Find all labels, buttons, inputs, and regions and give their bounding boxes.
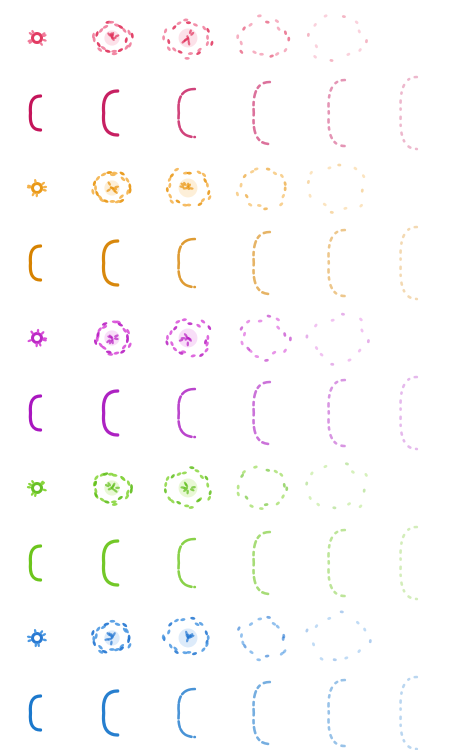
burst-sprite-purple-2 [93, 320, 132, 356]
burst-sprite-orange-5 [306, 163, 366, 214]
c-sprite-purple-5 [327, 378, 347, 448]
c-sprite-green-3 [177, 537, 197, 589]
c-sprite-blue-3 [177, 687, 197, 739]
c-sprite-green-4 [252, 530, 272, 596]
c-sprite-green-1 [28, 544, 43, 582]
c-sprite-red-1 [28, 94, 43, 132]
c-sprite-green-5 [327, 528, 347, 598]
c-sprite-orange-3 [177, 237, 197, 289]
c-sprite-red-5 [327, 78, 347, 148]
c-sprite-red-3 [177, 87, 197, 139]
burst-sprite-green-5 [305, 462, 368, 510]
burst-sprite-orange-4 [235, 167, 287, 211]
burst-sprite-blue-2 [91, 619, 132, 654]
c-sprite-purple-2 [101, 389, 120, 437]
c-sprite-red-4 [252, 80, 272, 146]
c-sprite-blue-4 [252, 680, 272, 746]
burst-sprite-blue-1 [26, 629, 47, 648]
burst-sprite-green-4 [236, 465, 289, 510]
c-sprite-green-6 [399, 525, 419, 601]
burst-sprite-green-2 [92, 472, 133, 506]
c-sprite-red-2 [101, 89, 120, 137]
c-sprite-purple-6 [399, 375, 419, 451]
c-sprite-purple-4 [252, 380, 272, 446]
burst-sprite-purple-1 [27, 328, 48, 348]
burst-sprite-blue-5 [305, 610, 372, 662]
c-sprite-blue-1 [28, 694, 43, 732]
burst-sprite-purple-3 [165, 318, 212, 358]
burst-sprite-red-3 [162, 18, 214, 60]
burst-sprite-purple-4 [239, 314, 292, 362]
c-sprite-orange-4 [252, 230, 272, 296]
burst-sprite-blue-3 [161, 616, 210, 656]
burst-sprite-red-4 [236, 14, 291, 58]
burst-sprite-red-5 [306, 14, 368, 62]
c-sprite-purple-3 [177, 387, 197, 439]
c-sprite-green-2 [101, 539, 120, 587]
c-sprite-red-6 [399, 75, 419, 151]
burst-sprite-orange-1 [26, 178, 48, 198]
c-sprite-blue-2 [101, 689, 120, 737]
burst-sprite-purple-5 [305, 312, 370, 366]
burst-sprite-orange-3 [165, 167, 212, 207]
burst-sprite-green-1 [26, 480, 47, 498]
burst-sprite-orange-2 [91, 171, 132, 204]
burst-sprite-red-1 [27, 29, 47, 46]
c-sprite-orange-2 [101, 239, 120, 287]
c-sprite-purple-1 [28, 394, 43, 432]
c-sprite-orange-5 [327, 228, 347, 298]
c-sprite-blue-5 [327, 678, 347, 748]
c-sprite-orange-6 [399, 225, 419, 301]
burst-sprite-blue-4 [237, 615, 287, 662]
c-sprite-orange-1 [28, 244, 43, 282]
burst-sprite-red-2 [91, 20, 134, 56]
burst-sprite-green-3 [163, 466, 212, 509]
c-sprite-blue-6 [399, 675, 419, 750]
